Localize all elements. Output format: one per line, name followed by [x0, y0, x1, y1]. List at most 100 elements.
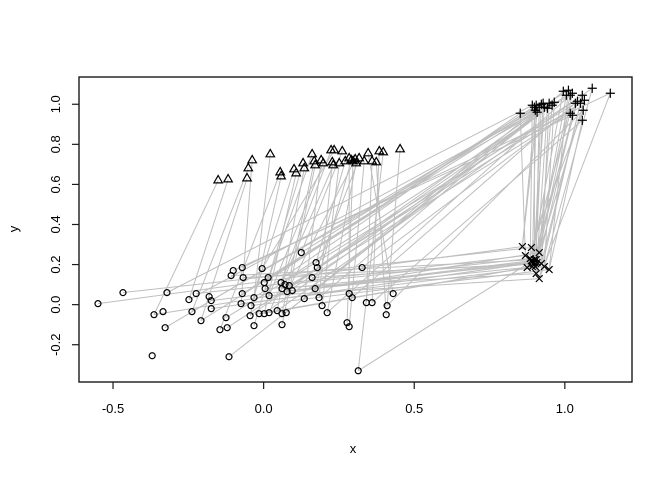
match-segment: [267, 103, 542, 279]
match-segment: [301, 106, 535, 253]
circle-point: [227, 271, 235, 280]
circle-point: [150, 311, 158, 319]
circle-point: [161, 324, 169, 332]
circle-point: [223, 324, 231, 332]
circle-point: [348, 294, 356, 302]
plus-point: [565, 90, 575, 100]
circle-point: [278, 285, 286, 293]
match-segment: [264, 154, 313, 289]
circle-point: [250, 322, 258, 330]
match-segment: [276, 168, 305, 311]
y-tick-label: 1.0: [48, 95, 63, 113]
circle-point: [315, 294, 323, 302]
circle-point: [239, 273, 247, 282]
match-segment: [268, 163, 324, 296]
x-tick-label: -0.5: [102, 401, 124, 416]
circle-point: [318, 302, 326, 310]
triangle-point: [327, 156, 338, 166]
y-tick-label: 0.4: [48, 215, 63, 233]
triangle-point: [394, 143, 406, 153]
circle-point: [265, 292, 273, 300]
circle-point: [222, 314, 230, 322]
x-point: [531, 262, 540, 271]
match-segment: [263, 173, 297, 314]
match-segment: [534, 103, 544, 267]
match-segment: [316, 111, 538, 268]
x-point: [530, 255, 539, 264]
match-segment: [231, 259, 537, 277]
x-point: [540, 262, 549, 271]
x-point: [521, 251, 530, 260]
triangle-point: [274, 166, 286, 176]
circle-point: [185, 296, 193, 304]
circle-point: [207, 297, 215, 305]
circle-point: [246, 312, 254, 320]
y-tick-label: -0.2: [48, 334, 63, 356]
circle-point: [343, 319, 351, 327]
circle-point: [323, 309, 331, 317]
match-segment: [543, 102, 555, 267]
plus-point: [565, 108, 575, 118]
triangle-point: [349, 153, 361, 163]
x-axis-title: x: [350, 441, 357, 456]
match-segment: [371, 119, 583, 304]
triangle-point: [370, 156, 382, 166]
circle-point: [311, 285, 319, 293]
circle-point: [312, 258, 320, 267]
circle-point: [188, 308, 196, 316]
match-segment: [285, 109, 536, 314]
triangle-point: [317, 157, 329, 167]
match-segment: [538, 95, 583, 279]
plus-point: [549, 97, 559, 107]
circle-point: [345, 323, 353, 331]
triangle-point: [222, 173, 234, 183]
triangle-point: [309, 159, 321, 169]
circle-point: [308, 273, 316, 282]
triangle-point: [241, 172, 253, 182]
match-segment: [240, 160, 253, 304]
triangle-point: [339, 155, 351, 165]
plus-point: [587, 83, 597, 93]
y-tick-label: 0.8: [48, 135, 63, 153]
y-tick-label: 0.0: [48, 296, 63, 314]
circle-point: [197, 317, 205, 325]
match-segment: [281, 263, 534, 290]
x-tick-label: 1.0: [556, 401, 574, 416]
series-pluses: [515, 83, 615, 125]
circle-point: [300, 295, 308, 303]
circle-point: [261, 285, 269, 293]
triangle-point: [246, 154, 258, 164]
match-segment: [318, 90, 564, 299]
match-segment: [371, 151, 380, 303]
match-segment: [386, 109, 584, 307]
match-segment: [280, 150, 332, 283]
circle-point: [368, 299, 376, 307]
y-axis-title: y: [6, 225, 21, 232]
x-axis: -0.5 0.0 0.5 1.0: [102, 382, 574, 416]
match-segment: [357, 152, 384, 371]
circle-point: [163, 289, 171, 297]
match-segment: [269, 278, 540, 297]
triangle-point: [275, 170, 287, 180]
match-segment: [153, 180, 219, 315]
x-point: [532, 269, 541, 278]
circle-point: [225, 353, 233, 361]
circle-point: [264, 273, 272, 282]
y-tick-label: 0.6: [48, 175, 63, 193]
match-segment: [191, 168, 249, 312]
plus-point: [578, 105, 588, 115]
circle-point: [278, 310, 286, 318]
match-segment: [253, 154, 271, 298]
match-segment: [346, 161, 354, 323]
circle-point: [148, 352, 156, 360]
match-segment: [386, 149, 401, 306]
plot-border: [78, 76, 633, 383]
match-segment: [326, 163, 357, 313]
circle-point: [247, 302, 255, 310]
x-point: [535, 274, 544, 283]
triangle-point: [362, 147, 374, 157]
triangle-point: [242, 162, 254, 172]
circle-point: [207, 305, 215, 313]
match-segment: [361, 99, 585, 268]
